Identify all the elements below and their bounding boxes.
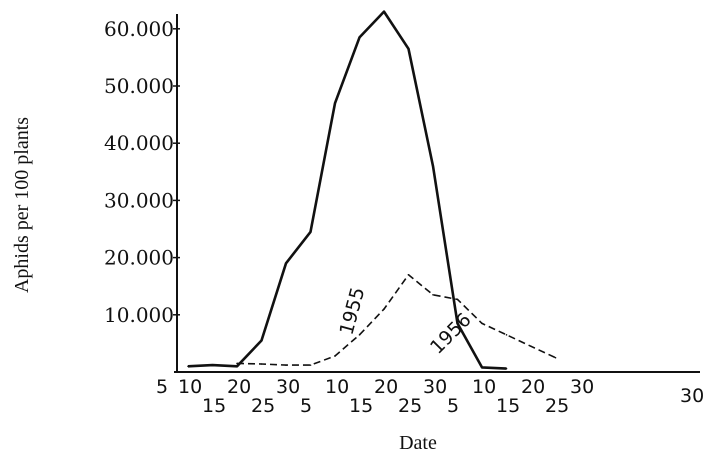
x-axis-label: Date — [399, 432, 437, 454]
y-tick-label: 60.000 — [104, 17, 174, 41]
data-point-1955 — [187, 365, 189, 368]
data-point-1956 — [334, 355, 336, 357]
data-point-1955 — [285, 262, 287, 265]
x-tick-label: 10 — [472, 376, 496, 398]
data-point-1955 — [383, 10, 385, 13]
x-tick-label: 15 — [349, 395, 373, 417]
x-tick-label: 5 — [156, 376, 168, 398]
series-line-1956 — [236, 274, 556, 366]
y-tick-label: 50.000 — [104, 74, 174, 98]
data-point-1955 — [358, 36, 361, 39]
x-tick-label: 25 — [251, 395, 275, 417]
data-point-1956 — [554, 356, 557, 359]
y-axis: 10.000 20.000 30.000 40.000 50.000 60.000 — [104, 14, 180, 372]
data-point-1956 — [309, 364, 312, 366]
data-point-1956 — [407, 273, 410, 276]
x-tick-label: 25 — [398, 395, 422, 417]
y-axis-label: Aphids per 100 plants — [11, 117, 33, 293]
x-tick-label: 30 — [570, 376, 594, 398]
data-point-1955 — [211, 364, 214, 366]
data-point-1956 — [383, 308, 385, 310]
x-tick-label: 15 — [202, 395, 226, 417]
x-tick-label: 30 — [423, 376, 447, 398]
x-tick-label: 30 — [680, 385, 704, 407]
data-point-1955 — [236, 365, 238, 368]
data-point-1956 — [358, 334, 361, 336]
data-point-1955 — [505, 367, 508, 370]
series-label-1956: 1956 — [426, 309, 476, 359]
x-tick-label: 5 — [447, 395, 459, 417]
data-point-1956 — [285, 364, 287, 366]
y-tick-label: 10.000 — [104, 303, 174, 327]
data-point-1956 — [530, 345, 532, 348]
data-point-1956 — [236, 362, 238, 365]
x-tick-label: 30 — [276, 376, 300, 398]
data-point-1955 — [407, 48, 410, 50]
x-tick-label: 20 — [374, 376, 398, 398]
x-tick-label: 5 — [300, 395, 312, 417]
data-point-1956 — [481, 322, 483, 325]
data-point-1955 — [309, 231, 312, 233]
data-point-1955 — [260, 339, 263, 342]
data-point-1956 — [456, 298, 459, 301]
data-point-1955 — [481, 366, 483, 369]
x-tick-label: 10 — [325, 376, 349, 398]
data-point-1956 — [505, 334, 508, 336]
x-tick-label: 20 — [521, 376, 545, 398]
y-tick-label: 30.000 — [104, 188, 174, 212]
x-tick-label: 20 — [227, 376, 251, 398]
y-tick-label: 20.000 — [104, 246, 174, 270]
plot-series — [187, 10, 557, 370]
data-point-1955 — [456, 322, 459, 325]
x-tick-label: 10 — [178, 376, 202, 398]
data-point-1956 — [260, 363, 263, 365]
series-label-1955: 1955 — [336, 285, 370, 337]
data-point-1955 — [432, 165, 434, 167]
series-line-1955 — [187, 10, 507, 370]
y-tick-label: 40.000 — [104, 131, 174, 155]
data-point-1956 — [432, 293, 434, 296]
data-point-1955 — [334, 102, 336, 104]
x-tick-label: 25 — [545, 395, 569, 417]
x-tick-label: 15 — [496, 395, 520, 417]
